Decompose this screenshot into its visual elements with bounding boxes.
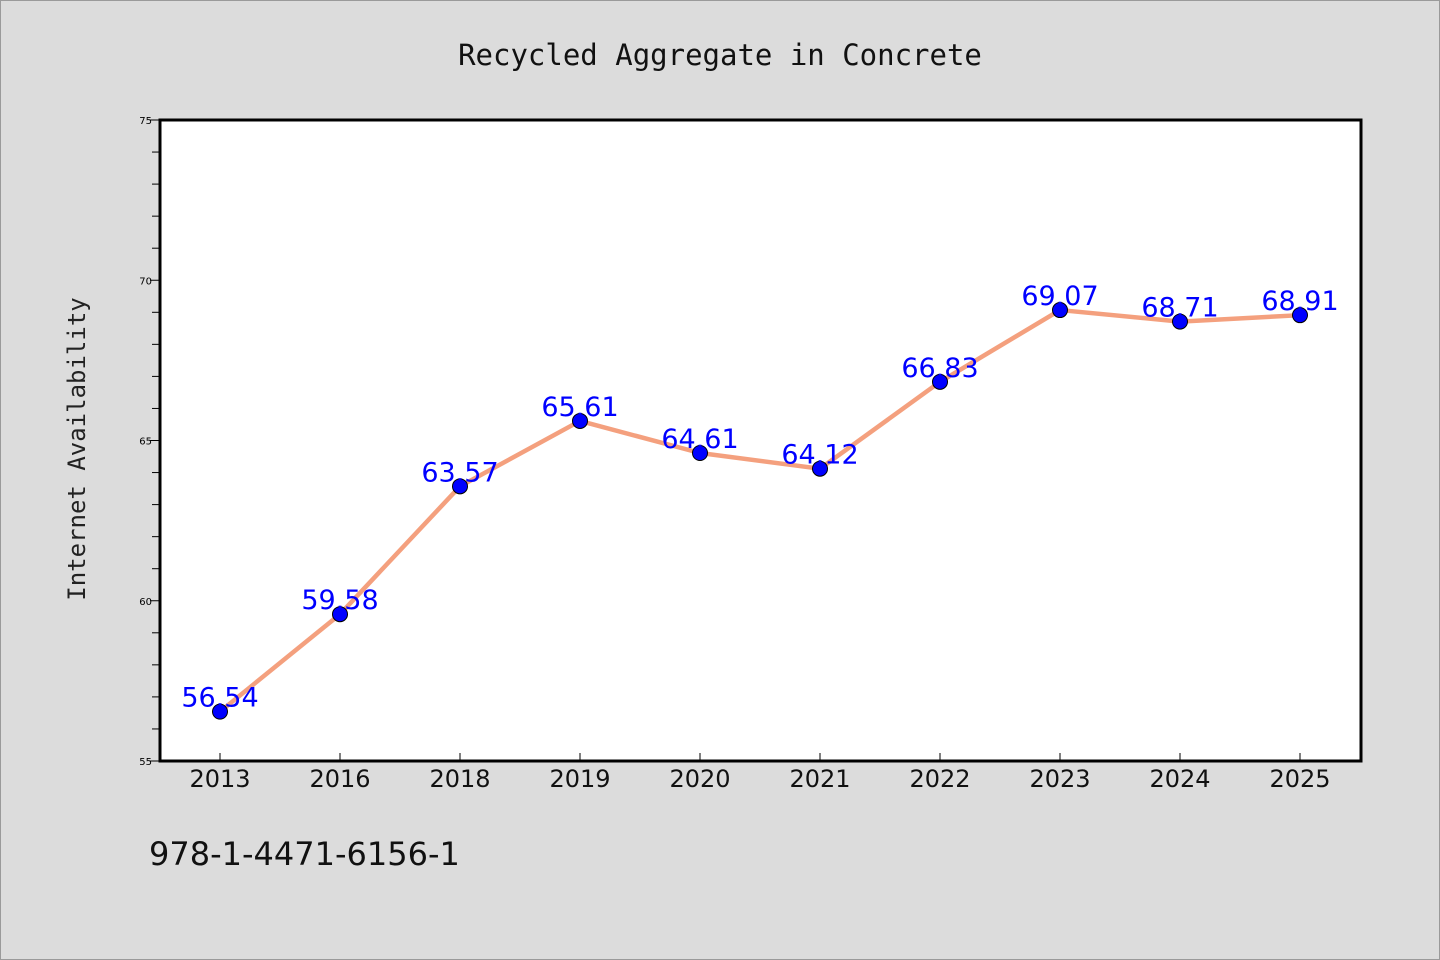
data-point [932,373,948,390]
data-label: 59.58 [301,585,378,616]
footer-isbn: 978-1-4471-6156-1 [149,835,460,873]
data-point [332,606,348,623]
x-tick-label: 2016 [309,765,370,793]
data-point [572,412,588,429]
chart-title: Recycled Aggregate in Concrete [458,38,982,72]
data-label: 68.71 [1141,293,1218,324]
y-tick-label: 65 [139,437,152,448]
x-tick-label: 2020 [669,765,730,793]
x-tick-label: 2024 [1149,765,1210,793]
x-tick-label: 2021 [789,765,850,793]
y-tick-label: 75 [139,116,152,127]
data-point [452,478,468,495]
y-tick-label: 70 [139,276,152,287]
y-tick-label: 60 [139,597,152,608]
x-tick-label: 2019 [549,765,610,793]
data-point [812,460,828,477]
plot-area [158,118,1363,763]
x-tick-label: 2018 [429,765,490,793]
y-axis-label: Internet Availability [63,297,91,600]
data-label: 64.61 [661,424,738,455]
data-labels: 56.54 59.58 63.57 65.61 64.61 64.12 66.83 69.07… [181,281,1338,714]
x-tick-label: 2013 [189,765,250,793]
data-label: 66.83 [901,353,978,384]
data-label: 69.07 [1021,281,1098,312]
data-label: 64.12 [781,440,858,471]
y-axis: 55 60 65 70 75 [139,116,160,768]
data-point [1052,302,1068,319]
y-tick-label: 55 [139,757,152,768]
x-tick-label: 2023 [1029,765,1090,793]
data-point [212,703,228,720]
x-tick-label: 2025 [1269,765,1330,793]
data-label: 68.91 [1261,286,1338,317]
x-axis: 2013 2016 2018 2019 2020 2021 2022 2023 2024 2025 [189,753,1331,793]
series-group [212,302,1308,720]
x-tick-label: 2022 [909,765,970,793]
data-point [1172,313,1188,330]
data-label: 56.54 [181,683,258,714]
data-point [1292,307,1308,324]
data-point [692,444,708,461]
data-label: 63.57 [421,457,498,488]
data-label: 65.61 [541,392,618,423]
series-line [217,307,1303,714]
